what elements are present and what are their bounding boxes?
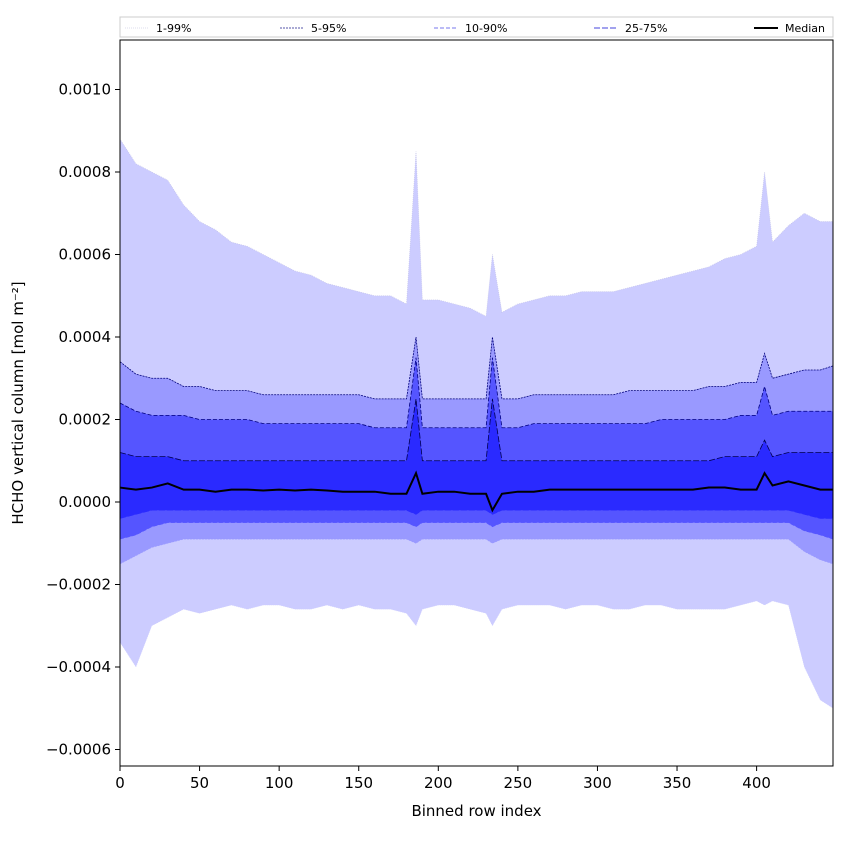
x-tick-label: 400 [742,774,771,792]
y-tick-label: −0.0006 [46,741,111,759]
band-upper-edge-10-90pct [119,357,833,429]
x-tick-label: 100 [265,774,294,792]
x-tick-label: 150 [344,774,373,792]
y-tick-label: 0.0004 [59,328,112,346]
band-25-75pct [120,398,833,519]
x-tick-label: 250 [504,774,533,792]
plot-frame [119,39,834,767]
legend-label: 1-99% [156,22,191,35]
legend-label: 25-75% [625,22,667,35]
band-upper-edge-25-75pct [119,398,833,462]
y-tick-label: 0.0002 [59,411,112,429]
y-tick-label: 0.0006 [59,246,112,264]
x-tick-label: 0 [115,774,125,792]
y-axis-ticks: −0.0006 −0.0004 −0.0002 0.0000 0.0002 0.0004 0… [46,81,120,759]
y-tick-label: 0.0010 [59,81,112,99]
band-lower-edge-5-95pct [119,538,834,565]
x-tick-label: 300 [583,774,612,792]
band-upper-edge-1-99pct [119,138,833,317]
legend-box [119,16,834,38]
lines-layer [119,138,834,709]
y-tick-label: 0.0000 [59,493,112,511]
x-axis-label: Binned row index [411,802,541,820]
median-line [119,470,833,513]
x-tick-label: 200 [424,774,453,792]
x-tick-label: 350 [663,774,692,792]
y-axis-label: HCHO vertical column [mol m⁻²] [9,281,27,524]
bands-layer [120,139,833,709]
y-tick-label: −0.0002 [46,576,111,594]
band-upper-edge-5-95pct [119,336,834,400]
x-tick-label: 50 [190,774,209,792]
legend-label: 5-95% [311,22,346,35]
band-lower-edge-25-75pct [119,509,833,519]
legend-label: 10-90% [465,22,507,35]
x-axis-ticks: 0 50 100 150 200 250 300 350 400 [115,766,771,792]
y-tick-label: −0.0004 [46,658,111,676]
y-tick-label: 0.0008 [59,163,112,181]
legend-label: Median [785,22,825,35]
legend: 1-99% 5-95% 10-90% 25-75% Median [119,16,834,38]
